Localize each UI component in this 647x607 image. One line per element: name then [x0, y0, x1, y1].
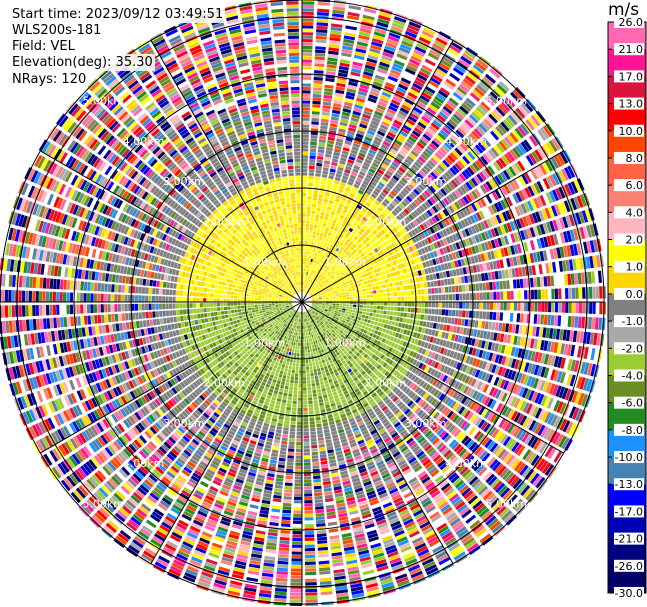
colorbar-tick-label: 13.0: [619, 98, 644, 111]
colorbar-tick-bg: [614, 505, 644, 518]
azimuth-spokes: [0, 0, 605, 605]
colorbar-tick-label: 0.0: [626, 288, 644, 301]
range-ring-label: 1.00km: [244, 336, 286, 349]
range-ring-label: 4.00km: [445, 457, 487, 470]
spoke-300: [40, 150, 303, 303]
range-ring-label: 1.00km: [324, 336, 366, 349]
colorbar-tick-label: 21.0: [619, 43, 644, 56]
range-ring-label: 5.00km: [82, 94, 124, 107]
colorbar-tick-label: -1.0: [622, 315, 643, 328]
colorbar-tick-label: -2.0: [622, 342, 643, 355]
instrument-label: WLS200s-181: [10, 22, 104, 39]
colorbar-tick-bg: [614, 43, 644, 56]
range-ring-label: 5.00km: [486, 94, 528, 107]
colorbar-tick-bg: [614, 423, 644, 436]
range-ring-label: 2.00km: [203, 215, 245, 228]
colorbar-tick-label: 17.0: [619, 70, 644, 83]
colorbar-units: m/s: [608, 0, 640, 20]
colorbar-tick-label: -26.0: [615, 560, 643, 573]
spoke-120: [301, 301, 564, 454]
range-ring-label: 2.00km: [365, 215, 407, 228]
colorbar-tick-bg: [614, 451, 644, 464]
colorbar-tick-label: 10.0: [619, 125, 644, 138]
colorbar-tick-label: 8.0: [626, 152, 644, 165]
colorbar-tick-bg: [614, 342, 644, 355]
colorbar-tick-bg: [614, 478, 644, 491]
range-ring-label: 3.00km: [163, 417, 205, 430]
colorbar-tick-bg: [614, 287, 644, 300]
colorbar-tick-bg: [614, 151, 644, 164]
colorbar-tick-label: -6.0: [622, 397, 643, 410]
range-ring-label: 4.00km: [123, 457, 165, 470]
range-ring-label: 4.00km: [445, 135, 487, 148]
colorbar-tick-label: 1.0: [626, 261, 644, 274]
spoke-60: [301, 150, 564, 303]
colorbar-tick-bg: [614, 587, 644, 599]
colorbar-tick-bg: [614, 315, 644, 328]
range-ring-label: 4.00km: [123, 135, 165, 148]
gate-group: [8, 9, 605, 599]
colorbar-tick-bg: [614, 206, 644, 219]
colorbar-tick-bg: [614, 179, 644, 192]
colorbar-tick-label: -17.0: [615, 505, 643, 518]
spoke-330: [150, 40, 303, 303]
colorbar-tick-bg: [614, 97, 644, 110]
colorbar-tick-bg: [614, 124, 644, 137]
range-ring-label: 5.00km: [82, 498, 124, 511]
field-label: Field: VEL: [10, 38, 77, 55]
colorbar-tick-label: -30.0: [615, 587, 643, 600]
colorbar-tick-bg: [614, 16, 644, 28]
gate-group: [5, 5, 606, 583]
colorbar-tick-bg: [614, 70, 644, 83]
range-ring-label: 1.00km: [244, 256, 286, 269]
colorbar-tick-label: 6.0: [626, 179, 644, 192]
elevation-label: Elevation(deg): 35.30: [10, 54, 155, 71]
colorbar-tick-bg: [614, 559, 644, 572]
range-ring-label: 5.00km: [486, 498, 528, 511]
spoke-210: [150, 301, 303, 564]
colorbar-tick-bg: [614, 233, 644, 246]
colorbar-tick-label: 4.0: [626, 206, 644, 219]
colorbar-tick-label: -10.0: [615, 451, 643, 464]
colorbar-tick-label: 26.0: [619, 16, 644, 29]
range-ring-label: 3.00km: [163, 175, 205, 188]
colorbar-tick-bg: [614, 396, 644, 409]
range-ring-labels: 1.00km 1.00km 1.00km 1.00km 2.00km 2.00km 2.00…: [82, 94, 527, 510]
range-ring-label: 3.00km: [405, 175, 447, 188]
nrays-label: NRays: 120: [10, 71, 89, 88]
spoke-240: [40, 301, 303, 454]
range-ring-label: 2.00km: [203, 377, 245, 390]
range-ring-label: 1.00km: [324, 256, 366, 269]
spoke-30: [301, 40, 454, 303]
colorbar-tick-label: 2.0: [626, 234, 644, 247]
colorbar-tick-bg: [614, 369, 644, 382]
range-ring-label: 2.00km: [365, 377, 407, 390]
spoke-150: [301, 301, 454, 564]
colorbar-tick-label: -21.0: [615, 533, 643, 546]
colorbar: -30.0 -26.0 -21.0 -17.0 -13.0 -10.0 -8.0 -6.0 -4…: [607, 16, 647, 600]
colorbar-tick-label: -4.0: [622, 369, 643, 382]
colorbar-tick-label: -8.0: [622, 424, 643, 437]
colorbar-tick-bg: [614, 532, 644, 545]
start-time-label: Start time: 2023/09/12 03:49:51: [10, 6, 226, 23]
colorbar-tick-bg: [614, 260, 644, 273]
gate-group: [1, 0, 604, 596]
range-ring-label: 3.00km: [405, 417, 447, 430]
colorbar-tick-label: -13.0: [615, 478, 643, 491]
